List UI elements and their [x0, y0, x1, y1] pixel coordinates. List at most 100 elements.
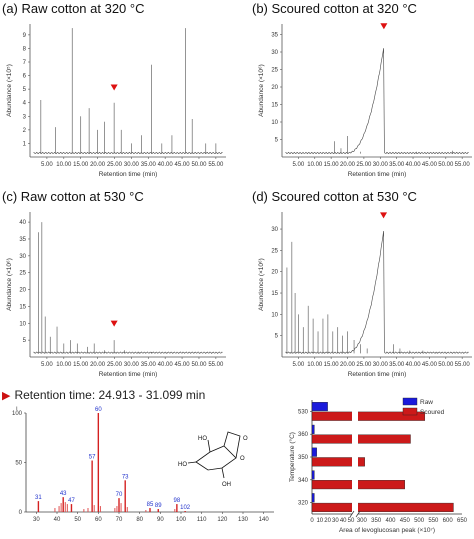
ms-x-tick-label: 60	[95, 517, 102, 523]
chromatogram-trace	[285, 48, 469, 155]
x-tick-label: 20.00	[90, 162, 106, 168]
y-tick-label: 5	[23, 338, 27, 344]
x-tick-label: 55.00	[455, 362, 471, 368]
y-tick-label: 25	[19, 271, 26, 277]
ms-peak-label: 60	[95, 407, 102, 413]
structure-atom-label: O	[240, 456, 245, 462]
bar-x-axis-label: Area of levoglucosan peak (×10⁷)	[339, 527, 435, 534]
x-tick-label: 35.00	[389, 362, 405, 368]
red-triangle-icon: ▶	[2, 390, 11, 402]
bar-scoured	[311, 411, 426, 421]
x-tick-label: 25.00	[107, 162, 123, 168]
y-tick-label: 25	[271, 248, 278, 254]
x-tick-label: 20.00	[340, 362, 356, 368]
x-tick-label: 20.00	[90, 362, 106, 368]
y-axis-label: Abundance (×10⁶)	[258, 258, 265, 311]
ms-peak-label: 47	[68, 498, 75, 504]
bar-x-tick-label: 0	[310, 518, 314, 524]
x-tick-label: 45.00	[422, 362, 438, 368]
x-axis-label: Retention time (min)	[348, 171, 407, 178]
x-axis-label: Retention time (min)	[348, 371, 407, 378]
bar-scoured	[311, 457, 365, 467]
bar-x-tick-label: 550	[428, 518, 439, 524]
y-tick-label: 1	[23, 141, 27, 147]
x-tick-label: 55.00	[208, 362, 224, 368]
axis-break-mark	[349, 510, 355, 518]
ms-peak-label: 85	[147, 502, 154, 508]
chromatogram-b: 5 10 15 20 25 30 35 5.00 10.00 15.00 20.00 25.00 30.…	[258, 23, 472, 178]
y-tick-label: 20	[271, 85, 278, 91]
levoglucosan-marker-icon	[110, 84, 118, 91]
y-tick-label: 7	[23, 60, 27, 66]
y-tick-label: 15	[271, 103, 278, 109]
bar-x-tick-label: 300	[357, 518, 368, 524]
y-tick-label: 20	[19, 288, 26, 294]
x-tick-label: 35.00	[141, 362, 157, 368]
x-tick-label: 30.00	[124, 162, 140, 168]
bar-category-label: 350	[298, 455, 309, 461]
panel-c-title: (c) Raw cotton at 530 °C	[2, 189, 144, 204]
bar-x-tick-label: 500	[414, 518, 425, 524]
bar-category-label: 360	[298, 432, 309, 438]
ms-x-tick-label: 90	[157, 517, 164, 523]
bar-category-label: 340	[298, 478, 309, 484]
ms-peak-label: 102	[180, 505, 191, 511]
y-tick-label: 5	[275, 334, 279, 340]
x-tick-label: 20.00	[340, 162, 356, 168]
x-tick-label: 10.00	[307, 162, 323, 168]
x-tick-label: 5.00	[41, 362, 53, 368]
bar-x-tick-label: 30	[332, 518, 339, 524]
y-axis-label: Abundance (×10⁶)	[6, 258, 13, 311]
bar-category-label: 530	[298, 409, 309, 415]
y-axis-label: Abundance (×10⁶)	[258, 64, 265, 117]
ms-x-tick-label: 120	[217, 517, 228, 523]
ms-x-tick-label: 110	[197, 517, 207, 523]
x-tick-label: 40.00	[406, 162, 422, 168]
ms-peak-label: 70	[116, 492, 123, 498]
x-tick-label: 45.00	[175, 162, 191, 168]
ms-x-tick-label: 70	[116, 517, 123, 523]
bar-scoured	[311, 480, 405, 490]
x-tick-label: 35.00	[389, 162, 405, 168]
axis-break-mark	[355, 510, 361, 518]
ms-y-top-label: ı	[16, 406, 18, 412]
ms-x-tick-label: 50	[74, 517, 81, 523]
bar-x-tick-label: 600	[443, 518, 454, 524]
structure-atom-label: HO	[178, 462, 187, 468]
x-tick-label: 15.00	[73, 162, 89, 168]
legend: Raw Scoured	[402, 397, 445, 416]
anhydro-bridge	[223, 431, 241, 459]
x-tick-label: 25.00	[356, 162, 372, 168]
x-tick-label: 30.00	[373, 362, 389, 368]
bar-x-tick-label: 350	[371, 518, 382, 524]
y-axis-label: Abundance (×10⁵)	[6, 64, 13, 117]
x-tick-label: 5.00	[41, 162, 53, 168]
y-tick-label: 10	[271, 120, 278, 126]
bar-x-tick-label: 40	[340, 518, 347, 524]
ms-peak-label: 73	[122, 474, 129, 480]
x-axis-label: Retention time (min)	[99, 371, 158, 378]
x-tick-label: 50.00	[191, 162, 207, 168]
x-tick-label: 35.00	[141, 162, 157, 168]
ms-y-tick-label: 50	[15, 461, 22, 467]
structure-atom-label: HO	[198, 436, 207, 442]
x-tick-label: 40.00	[406, 362, 422, 368]
chromatogram-trace	[33, 151, 223, 155]
x-tick-label: 15.00	[324, 162, 340, 168]
ms-x-tick-label: 30	[33, 517, 40, 523]
y-tick-label: 8	[23, 46, 27, 52]
pyranose-ring	[195, 445, 237, 471]
mass-spectrum: ı 0 50 100 30 40 50 60 70 80 90 100 110 120 130 140 31 43…	[12, 406, 274, 523]
y-tick-label: 25	[271, 68, 278, 74]
x-tick-label: 25.00	[356, 362, 372, 368]
panel-d-title: (d) Scoured cotton at 530 °C	[252, 189, 417, 204]
bar-x-tick-label: 20	[324, 518, 331, 524]
x-tick-label: 5.00	[293, 362, 305, 368]
ms-x-tick-label: 80	[136, 517, 143, 523]
y-tick-label: 15	[19, 304, 26, 310]
x-tick-label: 10.00	[56, 162, 72, 168]
levoglucosan-structure: HO HO OH O O	[178, 431, 248, 488]
axis-break-gap	[352, 400, 358, 518]
